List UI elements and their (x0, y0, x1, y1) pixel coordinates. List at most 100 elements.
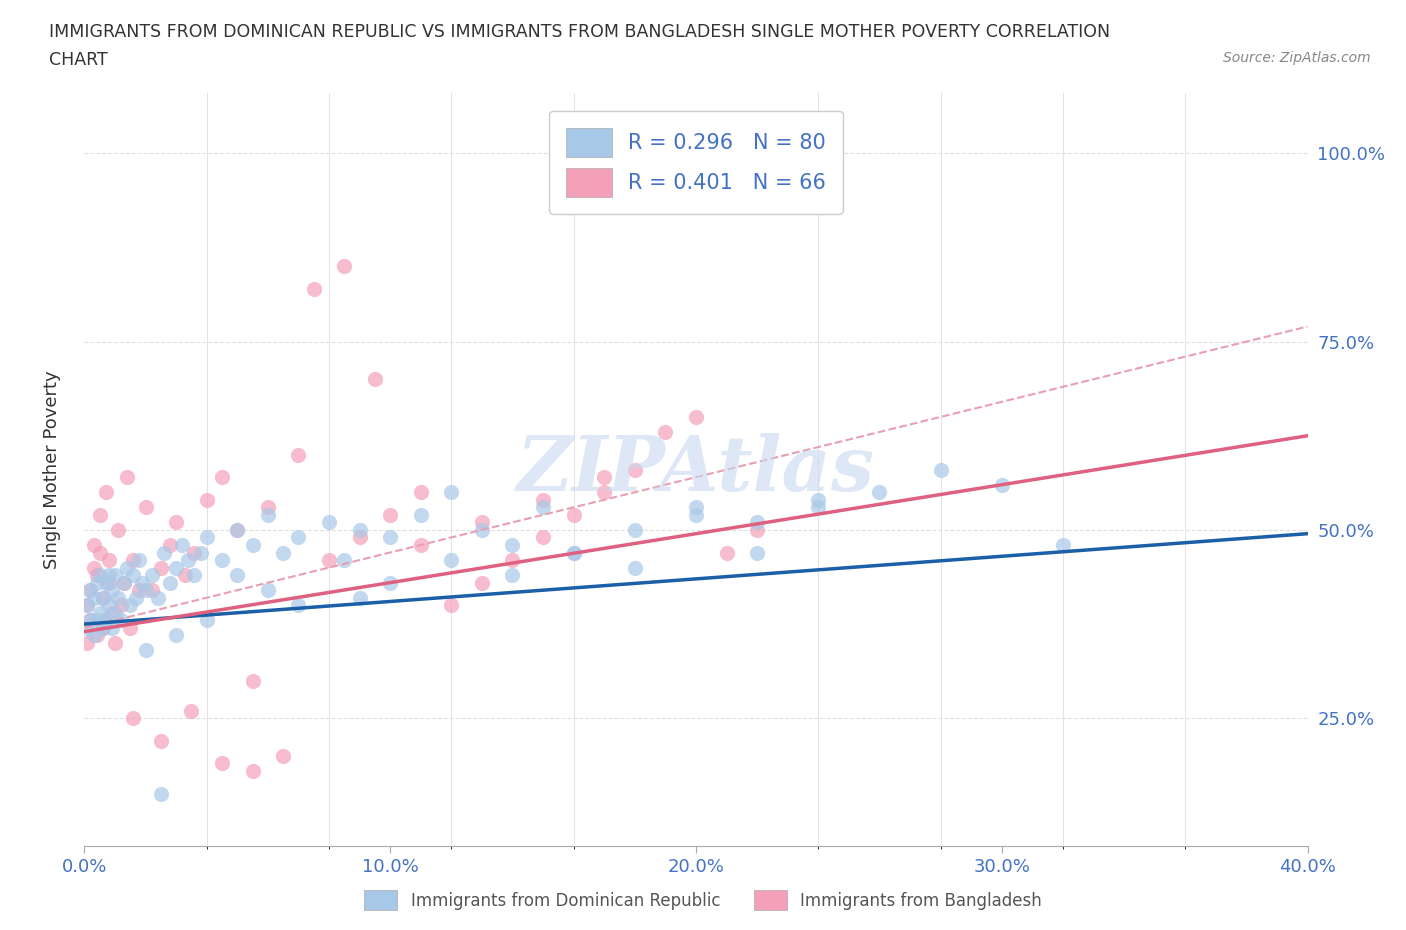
Point (94, 575, 117, 591)
Y-axis label: Single Mother Poverty: Single Mother Poverty (42, 370, 60, 569)
Point (128, 583, 150, 598)
Text: Source: ZipAtlas.com: Source: ZipAtlas.com (1223, 51, 1371, 65)
Point (83, 560, 105, 575)
Point (128, 552, 150, 567)
Point (112, 575, 135, 591)
Point (318, 552, 340, 567)
Point (91, 591, 114, 605)
Point (531, 492, 554, 507)
Point (183, 567, 205, 582)
Point (141, 583, 163, 598)
Point (101, 583, 124, 598)
Point (149, 734, 172, 749)
Point (120, 620, 142, 635)
Point (409, 508, 432, 523)
Point (94, 485, 117, 499)
Point (165, 628, 187, 643)
Point (991, 477, 1014, 492)
Point (654, 424, 676, 440)
Point (91, 620, 114, 635)
Point (104, 567, 127, 582)
Point (165, 515, 187, 530)
Point (149, 560, 172, 575)
Point (112, 575, 135, 591)
Point (257, 500, 280, 515)
Point (226, 523, 249, 538)
Point (97, 598, 120, 613)
Point (159, 575, 181, 591)
Point (120, 598, 142, 613)
Point (1052, 538, 1074, 552)
Point (440, 485, 463, 499)
Point (242, 673, 264, 688)
Point (83, 538, 105, 552)
Point (79, 613, 101, 628)
Point (110, 598, 132, 613)
Point (211, 756, 233, 771)
Point (89, 508, 111, 523)
Point (409, 485, 432, 499)
Point (107, 591, 129, 605)
Point (115, 470, 138, 485)
Point (86, 628, 108, 643)
Text: IMMIGRANTS FROM DOMINICAN REPUBLIC VS IMMIGRANTS FROM BANGLADESH SINGLE MOTHER P: IMMIGRANTS FROM DOMINICAN REPUBLIC VS IM… (49, 23, 1111, 41)
Point (380, 575, 402, 591)
Point (125, 591, 148, 605)
Point (349, 523, 371, 538)
Text: CHART: CHART (49, 51, 108, 69)
Point (86, 575, 108, 591)
Point (183, 545, 205, 560)
Point (287, 530, 309, 545)
Point (624, 462, 647, 477)
Point (807, 500, 830, 515)
Point (257, 508, 280, 523)
Point (195, 492, 218, 507)
Point (685, 500, 707, 515)
Point (747, 515, 769, 530)
Point (172, 538, 194, 552)
Point (115, 560, 138, 575)
Point (226, 523, 249, 538)
Point (211, 552, 233, 567)
Point (380, 530, 402, 545)
Point (685, 409, 707, 424)
Point (153, 545, 176, 560)
Point (165, 560, 187, 575)
Point (94, 613, 117, 628)
Point (86, 613, 108, 628)
Point (593, 470, 616, 485)
Point (287, 598, 309, 613)
Point (89, 567, 111, 582)
Point (318, 515, 340, 530)
Point (502, 552, 524, 567)
Text: ZIPAtlas: ZIPAtlas (517, 432, 875, 507)
Point (122, 567, 145, 582)
Point (807, 492, 830, 507)
Point (101, 605, 124, 620)
Point (364, 372, 387, 387)
Point (747, 523, 769, 538)
Point (76, 598, 98, 613)
Point (141, 567, 163, 582)
Point (531, 530, 554, 545)
Point (242, 538, 264, 552)
Point (211, 470, 233, 485)
Point (869, 485, 891, 499)
Point (502, 567, 524, 582)
Point (159, 538, 181, 552)
Point (380, 508, 402, 523)
Point (101, 620, 124, 635)
Point (471, 515, 494, 530)
Point (107, 523, 129, 538)
Point (122, 552, 145, 567)
Point (624, 523, 647, 538)
Point (471, 523, 494, 538)
Point (440, 598, 463, 613)
Point (440, 552, 463, 567)
Point (195, 530, 218, 545)
Point (83, 591, 105, 605)
Point (929, 462, 952, 477)
Point (76, 598, 98, 613)
Point (531, 500, 554, 515)
Point (110, 613, 132, 628)
